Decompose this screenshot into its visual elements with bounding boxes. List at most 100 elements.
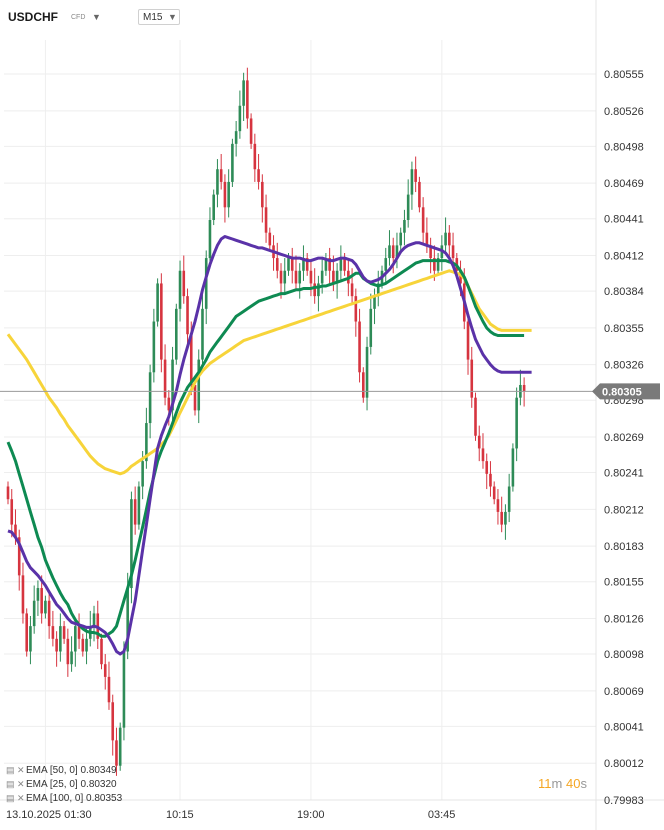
current-price-label: 0.80305 — [602, 386, 642, 398]
candle-body — [522, 384, 526, 392]
candle-body — [309, 270, 313, 284]
x-axis: 13.10.2025 01:30 10:15 19:00 03:45 — [6, 809, 455, 821]
instrument-type: CFD — [71, 14, 86, 21]
y-tick-label: 0.80098 — [604, 649, 644, 661]
candle-body — [156, 283, 159, 322]
candle-body — [100, 638, 103, 665]
y-tick-label: 0.80241 — [604, 468, 644, 480]
candle-body — [66, 638, 70, 665]
candle-body — [275, 258, 279, 271]
x-tick-label: 03:45 — [428, 809, 456, 821]
candle-countdown: 11m 40s — [538, 776, 587, 791]
candle-body — [62, 626, 66, 639]
candle-body — [388, 245, 391, 259]
candle-body — [369, 308, 373, 347]
candle-body — [193, 384, 197, 411]
y-tick-label: 0.80412 — [604, 251, 644, 263]
candle-body — [320, 270, 324, 284]
candle-body — [507, 486, 511, 512]
y-tick-label: 0.80212 — [604, 504, 644, 516]
candle-body — [160, 283, 163, 360]
symbol-dropdown-icon[interactable]: ▼ — [92, 12, 101, 22]
symbol-name[interactable]: USDCHF — [8, 10, 58, 24]
candle-body — [418, 181, 421, 208]
timer-minutes: 11 — [538, 776, 552, 791]
y-tick-label: 0.80012 — [604, 758, 644, 770]
candle-body — [74, 626, 77, 652]
legend-toggle-icon[interactable]: ▤ ✕ — [6, 779, 25, 789]
candle-body — [107, 676, 111, 703]
candle-body — [246, 80, 249, 119]
candle-body — [115, 740, 118, 766]
candle-body — [466, 321, 470, 360]
candle-body — [354, 296, 358, 322]
candle-body — [365, 346, 369, 398]
candle-body — [403, 219, 406, 233]
timeframe-select[interactable]: M15 — [138, 9, 180, 25]
ema-line — [6, 269, 532, 476]
y-tick-label: 0.80041 — [604, 721, 644, 733]
ema-lines — [6, 235, 532, 656]
candle-body — [492, 486, 496, 500]
candle-body — [47, 600, 51, 627]
candle-body — [208, 219, 212, 259]
y-tick-label: 0.80555 — [604, 69, 644, 81]
legend-ema-25[interactable]: ▤ ✕EMA [25, 0] 0.80320 — [6, 779, 117, 790]
candle-body — [406, 194, 410, 220]
ema-line — [7, 235, 532, 656]
candle-body — [474, 397, 477, 436]
candle-body — [242, 80, 245, 106]
candle-body — [283, 270, 287, 284]
candle-body — [21, 575, 25, 614]
candle-body — [257, 169, 260, 182]
candle-body — [421, 207, 425, 233]
candle-body — [459, 270, 462, 284]
candle-body — [324, 258, 328, 271]
candle-body — [287, 258, 290, 271]
candle-body — [444, 232, 447, 246]
candle-body — [477, 435, 481, 449]
legend-ema-100[interactable]: ▤ ✕EMA [100, 0] 0.80353 — [6, 793, 122, 804]
candle-body — [290, 258, 294, 271]
legend-ema-50[interactable]: ▤ ✕EMA [50, 0] 0.80349 — [6, 765, 117, 776]
candle-body — [317, 283, 320, 297]
candle-body — [171, 359, 174, 411]
candle-body — [14, 524, 17, 538]
candle-body — [77, 626, 81, 639]
candle-body — [305, 258, 309, 271]
candle-body — [133, 499, 137, 525]
timeframe-dropdown-icon[interactable]: ▼ — [168, 12, 177, 22]
legend-toggle-icon[interactable]: ▤ ✕ — [6, 793, 25, 803]
chart-toolbar: USDCHF CFD ▼ M15 ▼ — [0, 0, 664, 34]
candle-body — [504, 511, 507, 525]
candle-body — [85, 638, 88, 652]
candle-body — [10, 499, 14, 525]
y-tick-label: 0.80326 — [604, 360, 644, 372]
candle-body — [141, 461, 144, 487]
candle-body — [253, 143, 257, 170]
candle-body — [55, 638, 58, 652]
candle-body — [197, 359, 201, 411]
candle-body — [294, 270, 298, 284]
candle-body — [234, 131, 238, 144]
candle-body — [261, 181, 264, 208]
y-tick-label: 0.80126 — [604, 614, 644, 626]
candle-body — [32, 600, 36, 627]
candle-body — [489, 473, 492, 487]
candle-body — [51, 626, 55, 639]
legend-toggle-icon[interactable]: ▤ ✕ — [6, 765, 25, 775]
candle-body — [399, 232, 402, 246]
y-axis: 0.80555 0.80526 0.80498 0.80469 0.80441 0.804… — [604, 69, 644, 807]
candle-body — [118, 727, 122, 766]
candle-body — [373, 296, 376, 309]
candle-body — [178, 270, 182, 309]
candle-body — [216, 169, 219, 195]
candle-body — [500, 511, 503, 525]
timeframe-label: M15 — [143, 12, 163, 23]
candle-body — [186, 296, 189, 335]
candle-body — [212, 194, 215, 220]
candle-body — [332, 270, 335, 284]
candle-body — [448, 232, 451, 246]
candle-body — [111, 702, 115, 741]
